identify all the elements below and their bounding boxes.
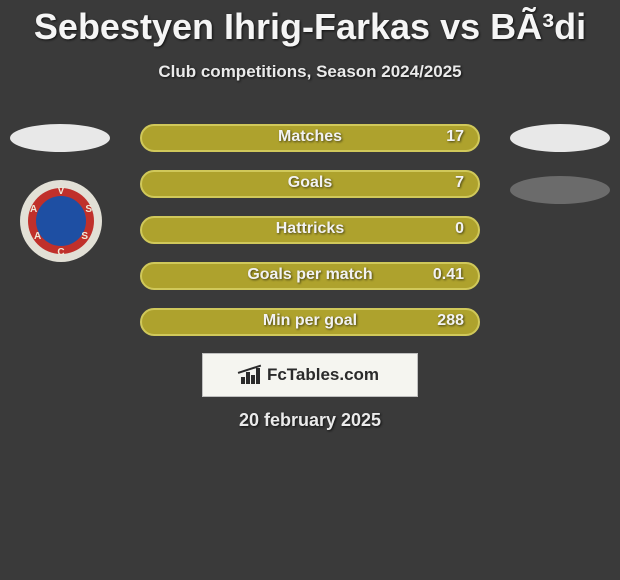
brand-text: FcTables.com — [267, 365, 379, 385]
stat-value: 17 — [446, 128, 464, 146]
stat-label: Goals per match — [142, 266, 478, 284]
stat-label: Matches — [142, 128, 478, 146]
stat-row-hattricks: Hattricks 0 — [140, 216, 480, 244]
stat-row-min-per-goal: Min per goal 288 — [140, 308, 480, 336]
stat-value: 0.41 — [433, 266, 464, 284]
stat-label: Goals — [142, 174, 478, 192]
bar-chart-icon — [241, 366, 261, 384]
stat-value: 7 — [455, 174, 464, 192]
stat-value: 0 — [455, 220, 464, 238]
stat-row-goals-per-match: Goals per match 0.41 — [140, 262, 480, 290]
stat-row-matches: Matches 17 — [140, 124, 480, 152]
stat-label: Min per goal — [142, 312, 478, 330]
player-chip-left — [10, 124, 110, 152]
club-chip-right — [510, 176, 610, 204]
club-crest-left: V A S A S C — [20, 180, 102, 262]
date-text: 20 february 2025 — [0, 410, 620, 431]
page-title: Sebestyen Ihrig-Farkas vs BÃ³di — [0, 0, 620, 48]
stat-row-goals: Goals 7 — [140, 170, 480, 198]
stat-bars: Matches 17 Goals 7 Hattricks 0 Goals per… — [140, 124, 480, 354]
comparison-card: Sebestyen Ihrig-Farkas vs BÃ³di Club com… — [0, 0, 620, 580]
stat-label: Hattricks — [142, 220, 478, 238]
brand-badge[interactable]: FcTables.com — [202, 353, 418, 397]
stat-value: 288 — [437, 312, 464, 330]
player-chip-right — [510, 124, 610, 152]
club-crest-letters: V A S A S C — [20, 180, 102, 262]
subtitle: Club competitions, Season 2024/2025 — [0, 62, 620, 82]
